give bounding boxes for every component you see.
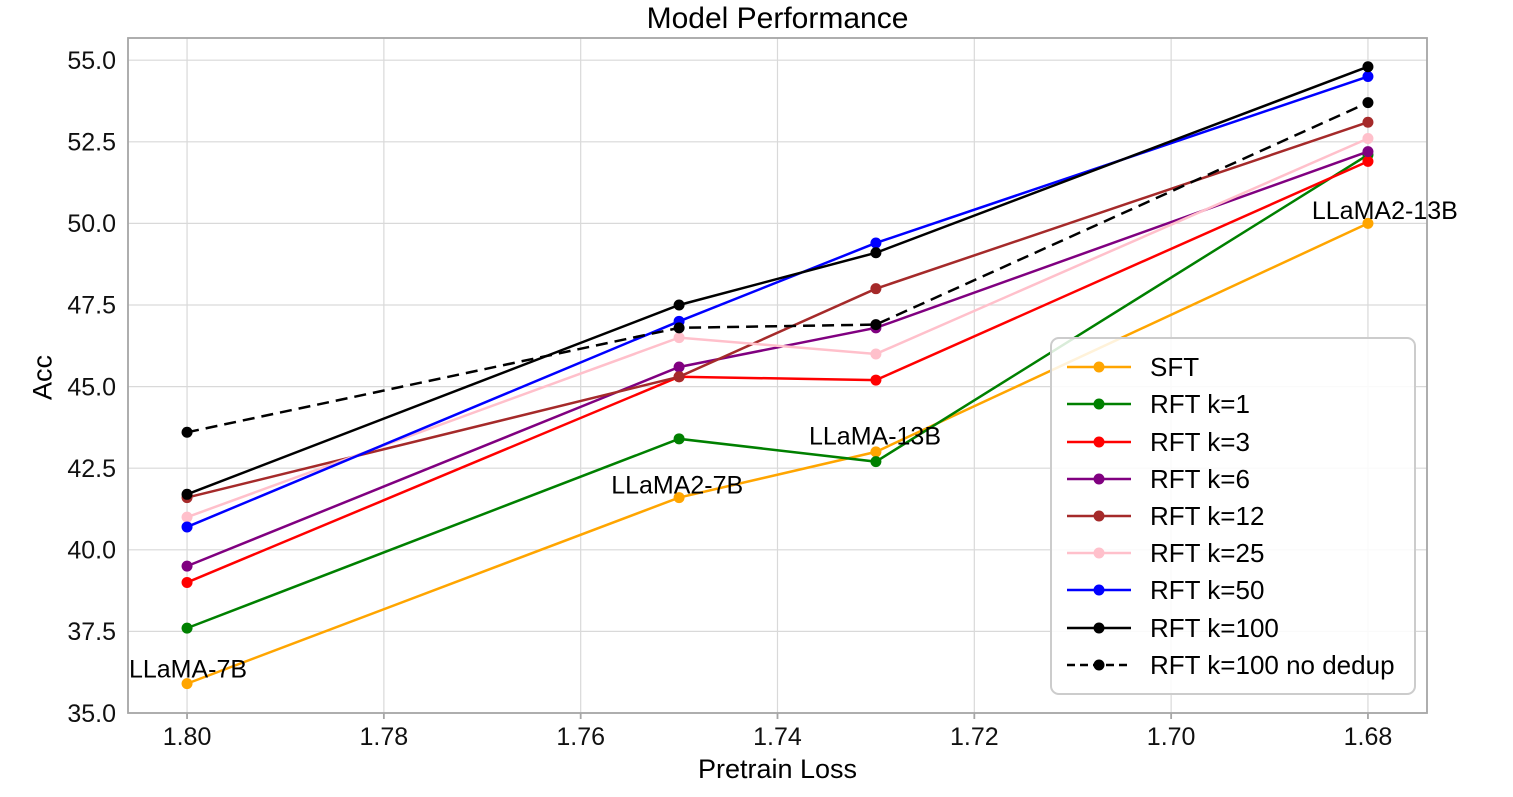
legend-item: RFT k=6	[1064, 466, 1408, 492]
data-point	[673, 371, 685, 383]
legend-swatch-icon	[1067, 510, 1131, 522]
y-tick-label: 55.0	[67, 47, 116, 75]
x-axis-label: Pretrain Loss	[697, 754, 858, 784]
legend-swatch-icon	[1067, 584, 1131, 596]
x-tick-label: 1.70	[1147, 723, 1196, 751]
series-line-rft-k-100	[186, 65, 1369, 496]
data-point	[673, 299, 685, 311]
x-tick-label: 1.74	[753, 723, 802, 751]
annotation-label: LLaMA-13B	[809, 422, 941, 450]
y-tick-label: 45.0	[67, 373, 116, 401]
data-point	[673, 492, 685, 504]
x-tick-label: 1.76	[556, 723, 605, 751]
legend-label: RFT k=50	[1150, 575, 1265, 606]
data-point	[870, 283, 882, 295]
legend: SFT RFT k=1 RFT k=3 RFT k=6 RFT k=12 RFT k=25…	[1050, 337, 1416, 695]
legend-item: RFT k=12	[1064, 503, 1408, 529]
legend-label: RFT k=12	[1150, 500, 1265, 531]
y-tick-label: 35.0	[67, 700, 116, 728]
series-line-rft-k-12	[186, 121, 1369, 499]
data-point	[673, 322, 685, 334]
series-line-rft-k-25	[186, 137, 1369, 519]
legend-swatch-icon	[1067, 361, 1131, 373]
legend-item: SFT	[1064, 354, 1408, 380]
data-point	[181, 560, 193, 572]
data-point	[1362, 116, 1374, 128]
legend-item: RFT k=100	[1064, 615, 1408, 641]
y-tick-label: 37.5	[67, 618, 116, 646]
data-point	[1362, 133, 1374, 145]
data-point	[870, 456, 882, 468]
x-tick-label: 1.80	[163, 723, 212, 751]
legend-label: RFT k=100 no dedup	[1150, 649, 1395, 680]
data-point	[181, 488, 193, 500]
data-point	[1362, 217, 1374, 229]
data-point	[870, 348, 882, 360]
annotation-label: LLaMA2-13B	[1312, 197, 1458, 225]
series-line-rft-k-6	[186, 150, 1369, 568]
data-point	[181, 521, 193, 533]
data-point	[870, 319, 882, 331]
y-axis-label: Acc	[27, 355, 58, 401]
data-point	[181, 576, 193, 588]
series-line-rft-k-100-no-dedup	[186, 101, 1369, 434]
legend-swatch-icon	[1067, 436, 1131, 448]
data-point	[181, 678, 193, 690]
legend-label: SFT	[1150, 352, 1200, 383]
legend-label: RFT k=1	[1150, 389, 1250, 420]
legend-swatch-icon	[1067, 659, 1131, 671]
y-tick-label: 42.5	[67, 455, 116, 483]
data-point	[673, 332, 685, 344]
data-point	[870, 237, 882, 249]
legend-item: RFT k=50	[1064, 577, 1408, 603]
chart-title: Model Performance	[646, 2, 909, 35]
data-point	[181, 426, 193, 438]
data-point	[1362, 146, 1374, 158]
data-point	[181, 622, 193, 634]
legend-item: RFT k=100 no dedup	[1064, 652, 1408, 678]
legend-label: RFT k=3	[1150, 426, 1250, 457]
legend-swatch-icon	[1067, 622, 1131, 633]
x-tick-label: 1.68	[1344, 723, 1393, 751]
x-tick-label: 1.78	[360, 723, 409, 751]
legend-swatch-icon	[1067, 547, 1131, 559]
legend-swatch-icon	[1067, 473, 1131, 485]
data-point	[1362, 61, 1374, 73]
annotation-label: LLaMA-7B	[129, 656, 247, 684]
series-line-rft-k-1	[186, 153, 1369, 630]
data-point	[673, 361, 685, 373]
legend-swatch-icon	[1067, 398, 1131, 410]
legend-label: RFT k=6	[1150, 463, 1250, 494]
data-point	[870, 374, 882, 386]
data-point	[1362, 71, 1374, 83]
y-tick-label: 50.0	[67, 210, 116, 238]
legend-label: RFT k=25	[1150, 538, 1265, 569]
plot-border	[127, 37, 1428, 714]
legend-label: RFT k=100	[1150, 612, 1279, 643]
y-tick-label: 47.5	[67, 292, 116, 320]
annotation-label: LLaMA2-7B	[611, 471, 743, 499]
x-tick-label: 1.72	[950, 723, 999, 751]
legend-item: RFT k=3	[1064, 429, 1408, 455]
data-point	[1362, 97, 1374, 109]
data-point	[673, 433, 685, 445]
y-tick-label: 52.5	[67, 129, 116, 157]
y-tick-label: 40.0	[67, 537, 116, 565]
legend-item: RFT k=25	[1064, 540, 1408, 566]
data-point	[1362, 155, 1374, 167]
data-point	[870, 247, 882, 259]
data-point	[870, 446, 882, 458]
legend-item: RFT k=1	[1064, 391, 1408, 417]
series-line-rft-k-3	[186, 160, 1369, 584]
data-point	[181, 511, 193, 523]
